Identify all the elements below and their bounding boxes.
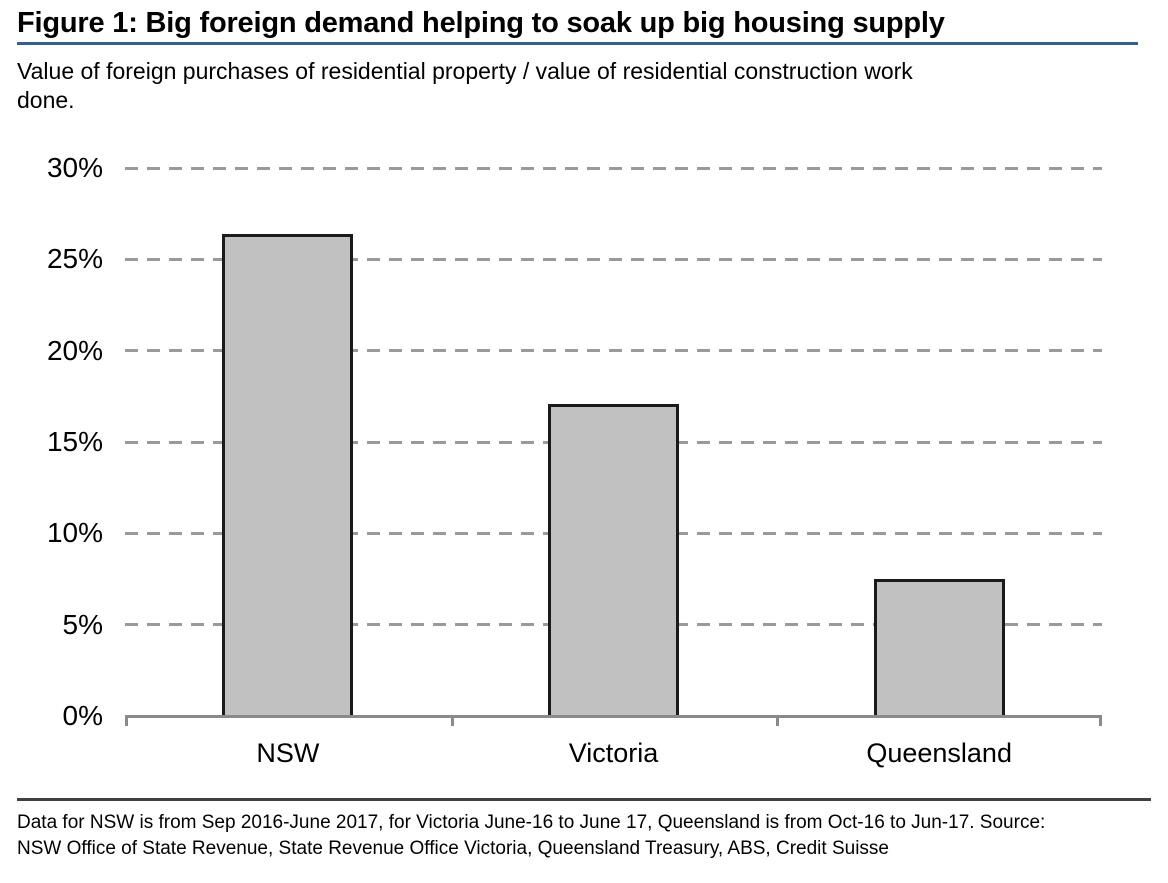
- bar-nsw: [222, 233, 354, 716]
- x-axis-label-queensland: Queensland: [866, 738, 1012, 768]
- y-axis-tick-label: 25%: [46, 243, 103, 275]
- source-note: Data for NSW is from Sep 2016-June 2017,…: [17, 810, 1165, 862]
- footer-separator-line: [17, 798, 1151, 801]
- subtitle-line-2: done.: [17, 87, 75, 113]
- figure-title: Figure 1: Big foreign demand helping to …: [17, 7, 945, 39]
- y-axis-tick-label: 5%: [62, 608, 103, 640]
- bar-queensland: [873, 579, 1005, 716]
- y-axis-tick-label: 10%: [46, 517, 103, 549]
- subtitle-line-1: Value of foreign purchases of residentia…: [17, 58, 913, 84]
- y-axis-tick-label: 15%: [46, 426, 103, 457]
- gridline: [125, 257, 1102, 261]
- y-axis-tick-label: 20%: [46, 334, 103, 366]
- source-note-line-1: Data for NSW is from Sep 2016-June 2017,…: [17, 812, 1046, 833]
- y-axis-tick-label: 0%: [62, 700, 103, 731]
- x-axis-label-nsw: NSW: [256, 738, 320, 768]
- x-axis-tick: [1099, 715, 1102, 726]
- bar-victoria: [548, 403, 679, 716]
- gridline: [125, 349, 1102, 353]
- x-axis-tick: [125, 715, 128, 726]
- gridline: [125, 166, 1102, 170]
- title-underline: [17, 42, 1138, 45]
- x-axis-tick: [450, 715, 454, 726]
- x-axis-label-victoria: Victoria: [568, 738, 659, 768]
- source-note-line-2: NSW Office of State Revenue, State Reven…: [17, 838, 889, 859]
- y-axis-tick-label: 30%: [46, 152, 103, 183]
- x-axis-tick: [776, 715, 780, 726]
- figure-subtitle: Value of foreign purchases of residentia…: [17, 57, 913, 115]
- bar-chart: 0% 5% 10% 15% 20% 25% 30% NSW Victoria Queensland: [46, 152, 1102, 768]
- x-axis-line: [125, 715, 1102, 718]
